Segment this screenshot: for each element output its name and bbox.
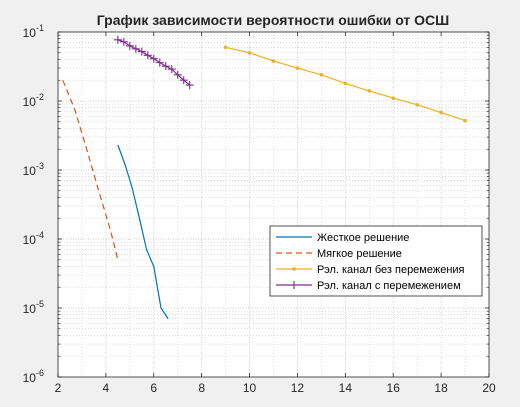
data-point bbox=[149, 54, 158, 63]
y-tick-label: 10-2 bbox=[23, 92, 44, 109]
y-tick-label: 10-6 bbox=[23, 368, 44, 385]
x-tick-label: 18 bbox=[434, 381, 448, 395]
data-point bbox=[367, 89, 372, 93]
series-2 bbox=[62, 79, 119, 260]
data-point bbox=[143, 51, 152, 60]
series-line bbox=[62, 79, 119, 260]
x-tick-label: 14 bbox=[339, 381, 353, 395]
data-point bbox=[415, 103, 419, 107]
x-tick-labels: 2 4 6 8 10 12 14 16 18 20 bbox=[55, 381, 496, 395]
data-point bbox=[271, 59, 276, 63]
series-4 bbox=[113, 35, 194, 90]
legend-item: Мягкое решение bbox=[276, 248, 402, 260]
x-tick-label: 16 bbox=[387, 381, 401, 395]
legend-item: Рэл. канал без перемежения bbox=[276, 264, 465, 276]
y-tick-label: 10-1 bbox=[23, 23, 44, 40]
x-tick-label: 20 bbox=[482, 381, 496, 395]
legend-label: Рэл. канал без перемежения bbox=[317, 264, 465, 276]
legend-label: Рэл. канал с перемежением bbox=[317, 280, 461, 292]
data-point bbox=[137, 47, 146, 56]
series-layer bbox=[62, 35, 467, 320]
y-tick-label: 10-3 bbox=[23, 161, 44, 178]
y-tick-label: 10-5 bbox=[23, 299, 44, 316]
legend: Жесткое решение Мягкое решение Рэл. канал … bbox=[269, 225, 483, 297]
x-tick-label: 8 bbox=[198, 381, 205, 395]
legend-label: Жесткое решение bbox=[317, 232, 409, 244]
data-point bbox=[439, 110, 443, 115]
legend-item: Рэл. канал с перемежением bbox=[276, 280, 461, 292]
plot-frame bbox=[57, 31, 490, 378]
data-point bbox=[125, 41, 134, 50]
chart-title: График зависимости вероятности ошибки от… bbox=[97, 12, 449, 28]
data-point bbox=[185, 81, 194, 90]
x-tick-label: 6 bbox=[150, 381, 157, 395]
series-1 bbox=[117, 144, 169, 320]
legend-marker bbox=[290, 281, 298, 289]
axis-ticks bbox=[57, 31, 490, 378]
legend-box bbox=[269, 225, 483, 297]
data-point bbox=[247, 50, 252, 55]
y-tick-label: 10-4 bbox=[23, 230, 44, 247]
x-tick-label: 10 bbox=[243, 381, 257, 395]
data-point bbox=[463, 118, 467, 123]
y-tick-labels: 10-6 10-5 10-4 10-3 10-2 10-1 bbox=[23, 23, 44, 385]
data-point bbox=[167, 65, 176, 74]
data-point bbox=[113, 35, 122, 44]
data-point bbox=[119, 37, 128, 46]
x-tick-label: 2 bbox=[55, 381, 62, 395]
legend-label: Мягкое решение bbox=[317, 248, 402, 260]
x-tick-label: 12 bbox=[291, 381, 305, 395]
data-point bbox=[155, 58, 164, 67]
data-point bbox=[343, 81, 348, 86]
data-point bbox=[173, 70, 182, 79]
data-point bbox=[131, 44, 140, 53]
data-point bbox=[391, 96, 396, 100]
data-point bbox=[161, 62, 170, 71]
data-point bbox=[295, 66, 300, 70]
data-point bbox=[319, 72, 324, 77]
data-point bbox=[179, 76, 188, 85]
data-point bbox=[223, 45, 228, 50]
legend-item: Жесткое решение bbox=[276, 232, 409, 244]
x-tick-label: 4 bbox=[103, 381, 110, 395]
series-3 bbox=[223, 45, 467, 123]
series-line bbox=[117, 144, 169, 320]
legend-marker bbox=[292, 267, 296, 271]
